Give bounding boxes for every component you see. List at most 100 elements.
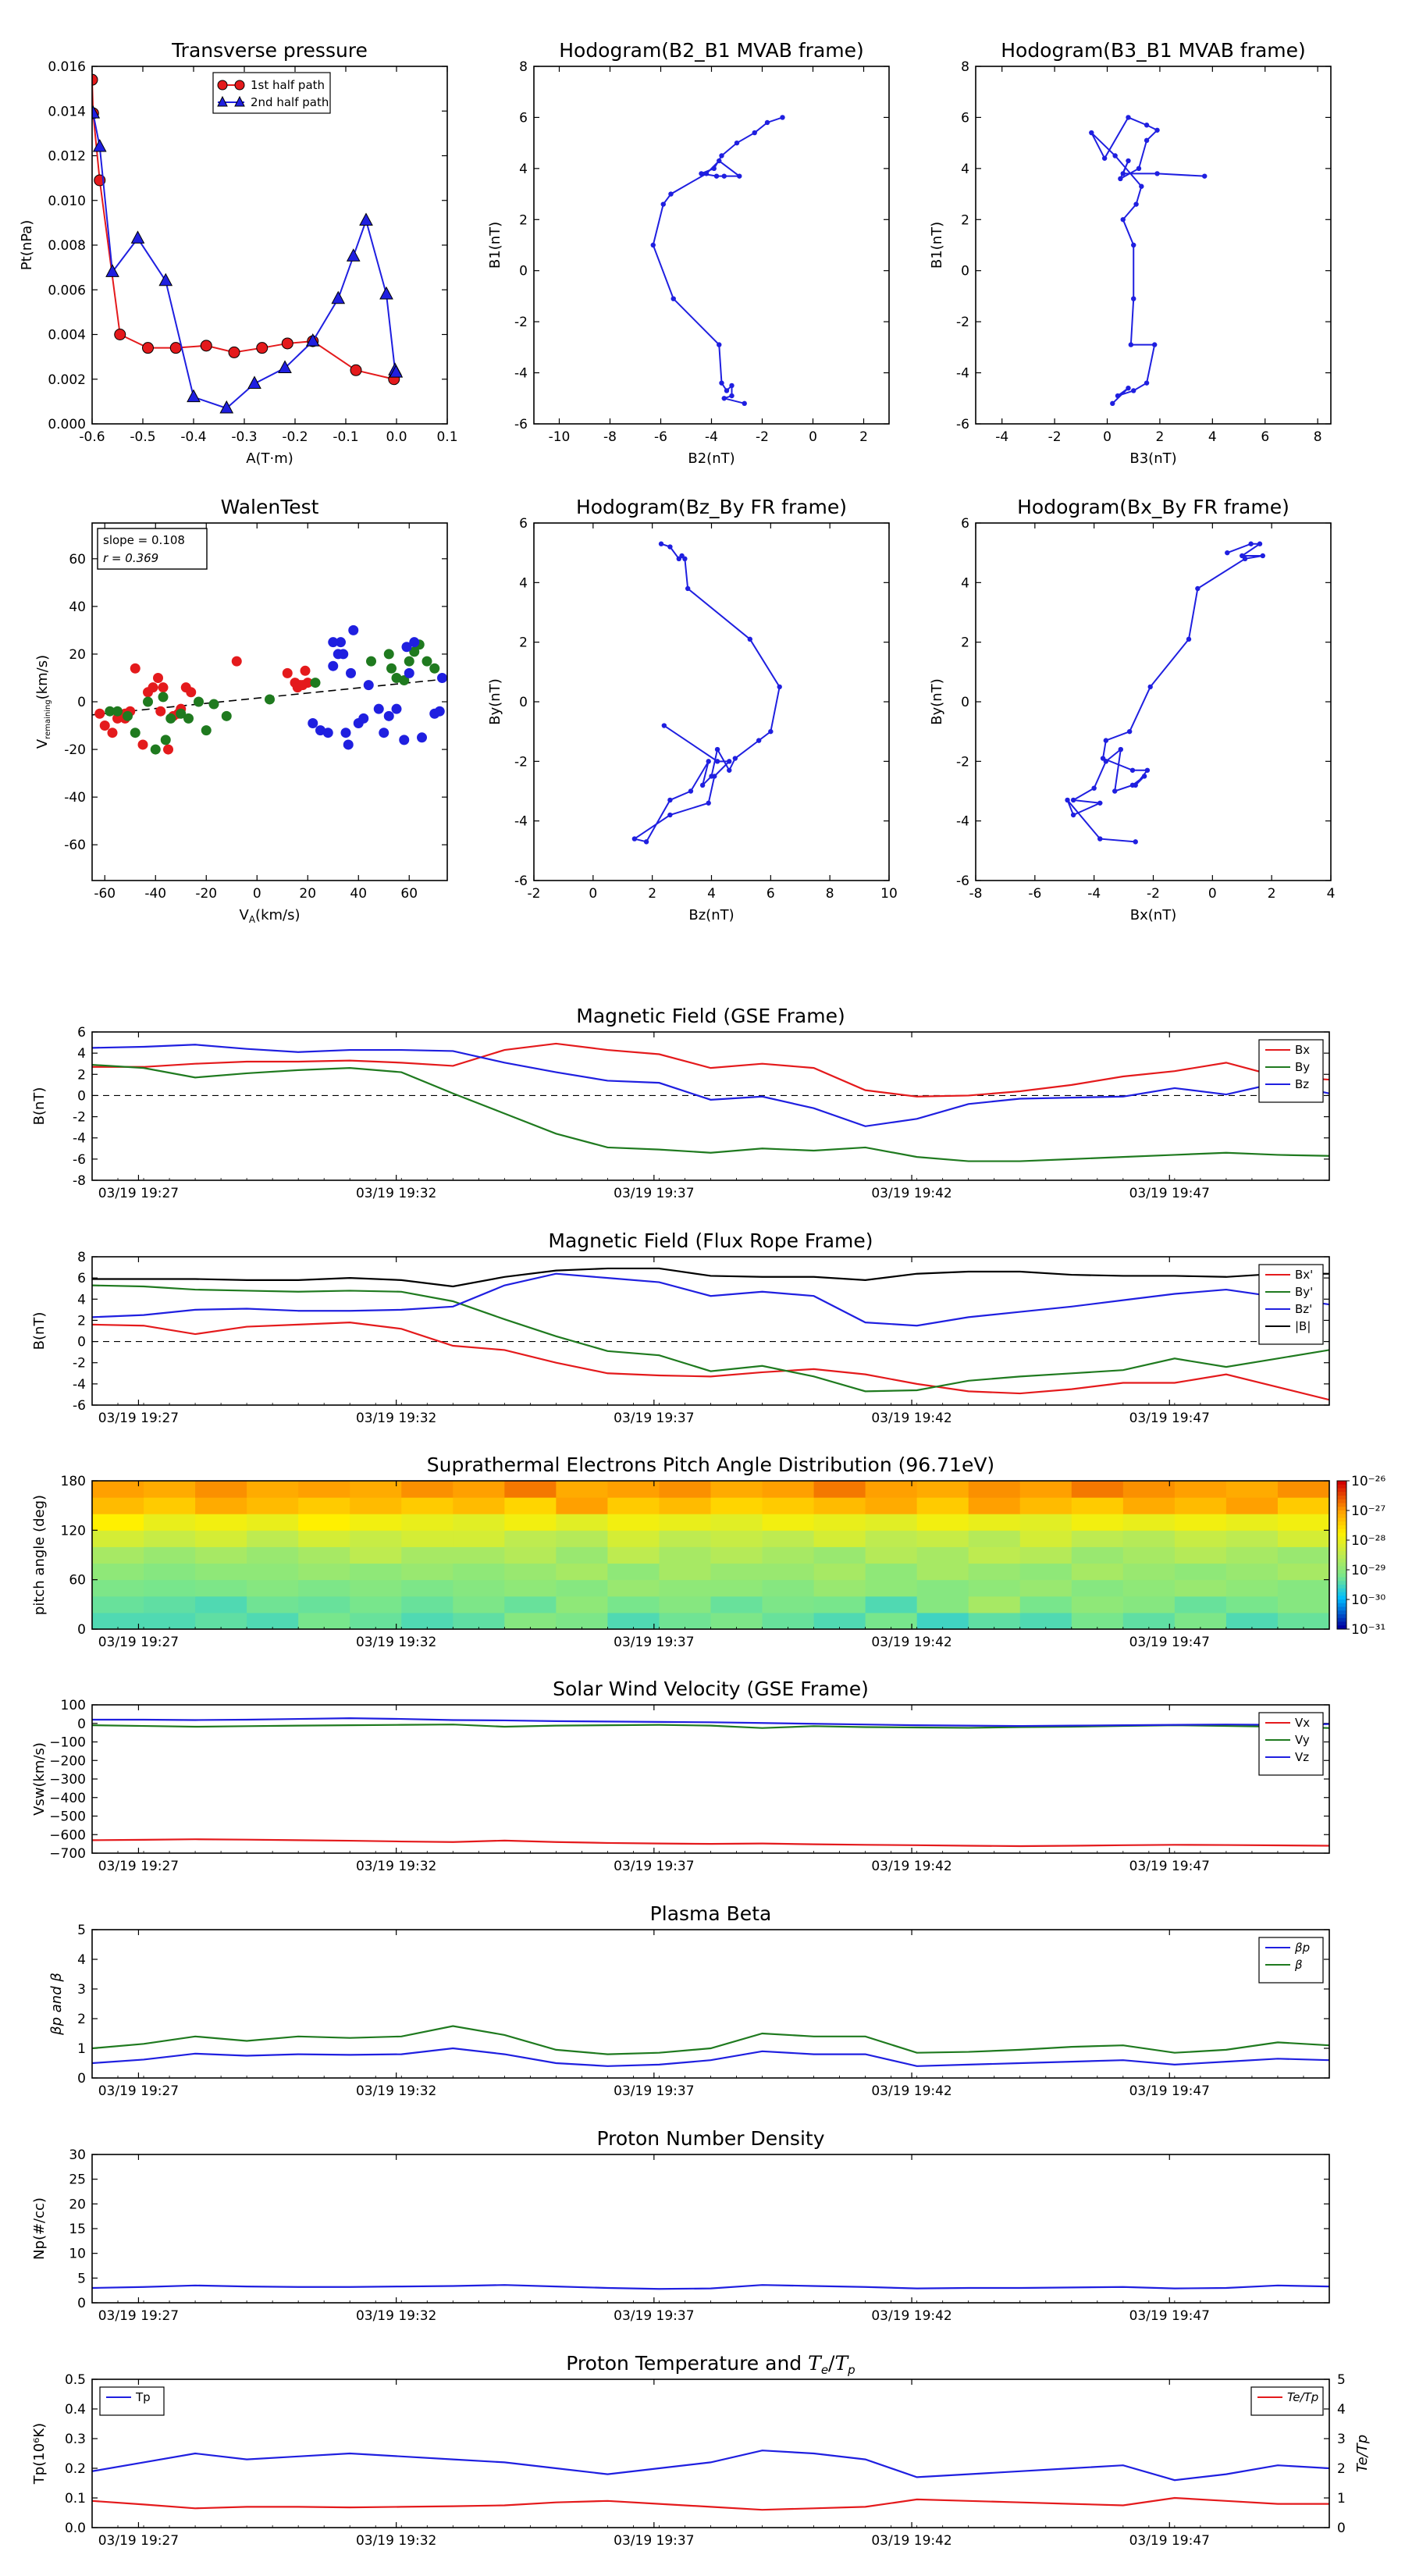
y-tick-label: −100: [49, 1735, 86, 1751]
data-point: [711, 165, 717, 172]
heatmap-cell: [865, 1563, 918, 1581]
heatmap-cell: [1019, 1579, 1072, 1597]
plot-area: [92, 2284, 1329, 2290]
y-tick-label: 0: [519, 264, 528, 279]
heatmap-cell: [813, 1514, 866, 1531]
y-tick-label: 0: [961, 695, 969, 710]
data-point: [1112, 788, 1118, 794]
y-tick-label: -6: [956, 417, 969, 432]
heatmap-cell: [607, 1579, 660, 1597]
data-point: [315, 725, 325, 736]
data-point: [1115, 393, 1121, 399]
chart-title: Suprathermal Electrons Pitch Angle Distr…: [427, 1453, 994, 1476]
heatmap-cell: [92, 1530, 144, 1547]
chart-title: Solar Wind Velocity (GSE Frame): [553, 1678, 869, 1700]
y-tick-label: 8: [77, 1250, 86, 1265]
heatmap-cell: [504, 1596, 557, 1614]
y-tick-label: −200: [49, 1753, 86, 1769]
colorbar-segment: [1337, 1536, 1346, 1541]
y-tick-label: 180: [61, 1474, 86, 1489]
heatmap-cell: [1225, 1546, 1279, 1564]
y-tick-label: 4: [77, 1292, 86, 1308]
data-point: [714, 746, 720, 753]
heatmap-cell: [350, 1497, 402, 1514]
heatmap-cell: [92, 1579, 144, 1597]
series-line--: [92, 2025, 1329, 2055]
heatmap-cell: [1225, 1563, 1279, 1581]
colorbar-label: 10⁻²⁹: [1351, 1563, 1385, 1578]
heatmap-cell: [916, 1563, 969, 1581]
y-right-tick-label: 1: [1337, 2491, 1346, 2507]
y-axis-label: pitch angle (deg): [31, 1495, 48, 1615]
colorbar-segment: [1337, 1614, 1346, 1619]
y-axis-label: B1(nT): [929, 222, 945, 269]
colorbar-segment: [1337, 1592, 1346, 1596]
data-point: [219, 400, 234, 414]
x-tick-label: 03/19 19:47: [1129, 1411, 1210, 1426]
data-point: [1103, 738, 1109, 743]
heatmap-cell: [1071, 1563, 1124, 1581]
heatmap-cell: [298, 1596, 350, 1614]
heatmap-cell: [813, 1530, 866, 1547]
colorbar-segment: [1337, 1507, 1346, 1511]
x-tick-label: 03/19 19:32: [356, 1411, 436, 1426]
x-tick-label: 03/19 19:47: [1129, 1186, 1210, 1201]
heatmap-cell: [762, 1579, 815, 1597]
data-point: [713, 173, 720, 179]
heatmap-cell: [968, 1497, 1021, 1514]
y-tick-label: 0.2: [65, 2461, 86, 2477]
heatmap-cell: [916, 1530, 969, 1547]
y-tick-label: 0.1: [65, 2491, 86, 2507]
colorbar-segment: [1337, 1562, 1346, 1567]
heatmap-cell: [710, 1596, 763, 1614]
legend: Bx' By' Bz' |B|: [1258, 1264, 1324, 1345]
heatmap-cell: [195, 1563, 247, 1581]
legend-label: Vx: [1295, 1716, 1310, 1730]
y-tick-label: 0.008: [48, 238, 86, 254]
heatmap-cell: [350, 1579, 402, 1597]
heatmap-cell: [556, 1596, 608, 1614]
colorbar-segment: [1337, 1573, 1346, 1578]
heatmap-cell: [865, 1497, 918, 1514]
heatmap-cell: [607, 1497, 660, 1514]
plot-area: [1065, 541, 1265, 845]
data-point: [703, 171, 710, 176]
data-point: [706, 800, 711, 806]
colorbar-segment: [1337, 1625, 1346, 1630]
heatmap-cell: [144, 1612, 196, 1630]
y-tick-label: 2: [77, 2012, 86, 2027]
data-point: [734, 140, 740, 146]
heatmap-cell: [350, 1563, 402, 1581]
fit-annotation: slope = 0.108 r = 0.369: [97, 528, 208, 570]
data-point: [1120, 171, 1126, 176]
x-tick-label: 6: [1261, 429, 1269, 445]
legend: Tp: [99, 2386, 165, 2416]
heatmap-cell: [916, 1481, 969, 1498]
data-point: [752, 130, 757, 136]
data-point: [346, 667, 356, 678]
data-point: [383, 710, 394, 721]
chart-title: Plasma Beta: [650, 1902, 772, 1925]
heatmap-cell: [1071, 1530, 1124, 1547]
heatmap-cell: [298, 1530, 350, 1547]
plot-area: [92, 73, 404, 414]
x-tick-label: 0: [1208, 886, 1217, 902]
heatmap-cell: [401, 1497, 454, 1514]
y-tick-label: 10: [69, 2247, 86, 2262]
x-tick-label: 03/19 19:47: [1129, 2308, 1210, 2324]
heatmap-cell: [1174, 1546, 1227, 1564]
heatmap-cell: [659, 1612, 711, 1630]
heatmap-cell: [1277, 1481, 1330, 1498]
data-point: [1118, 746, 1123, 753]
heatmap-cell: [968, 1612, 1021, 1630]
y-tick-label: 0.010: [48, 194, 86, 209]
legend-label: By: [1295, 1060, 1310, 1074]
y-tick-label: 6: [77, 1025, 86, 1041]
heatmap-cell: [968, 1481, 1021, 1498]
heatmap-cell: [813, 1481, 866, 1498]
y-tick-label: -4: [73, 1131, 86, 1147]
x-tick-label: -4: [705, 429, 718, 445]
x-tick-label: 2: [1156, 429, 1165, 445]
series-line--B-: [92, 1267, 1329, 1288]
